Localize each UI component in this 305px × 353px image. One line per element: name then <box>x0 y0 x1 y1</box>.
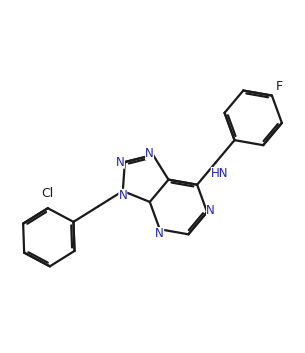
Text: N: N <box>145 147 154 160</box>
Text: F: F <box>276 80 283 93</box>
Text: HN: HN <box>211 167 228 180</box>
Text: N: N <box>155 227 164 240</box>
Text: N: N <box>206 204 215 217</box>
Text: N: N <box>118 189 127 202</box>
Text: N: N <box>116 156 125 168</box>
Text: Cl: Cl <box>41 187 53 200</box>
